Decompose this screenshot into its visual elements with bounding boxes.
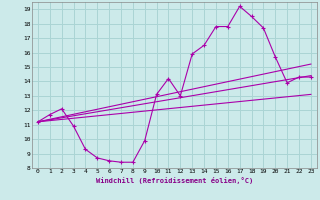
- X-axis label: Windchill (Refroidissement éolien,°C): Windchill (Refroidissement éolien,°C): [96, 177, 253, 184]
